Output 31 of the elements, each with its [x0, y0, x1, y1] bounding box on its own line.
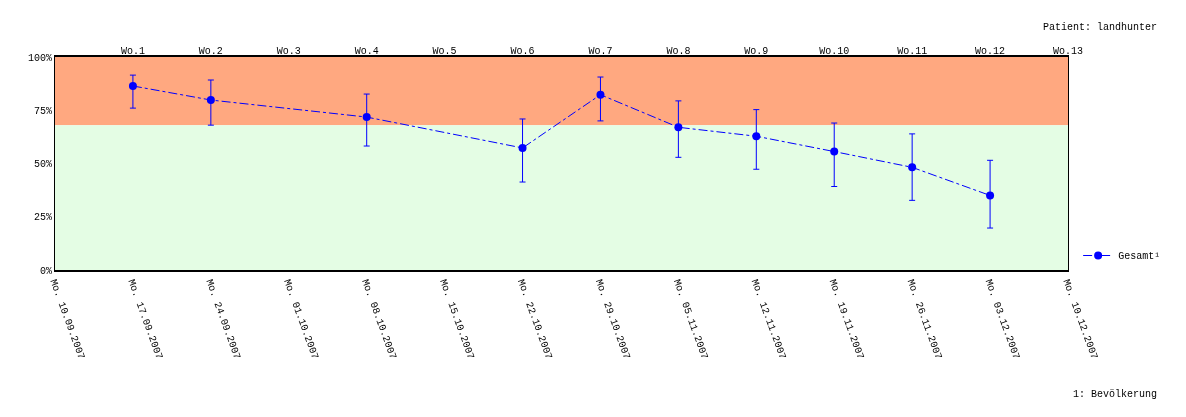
y-tick-label: 25% [33, 212, 52, 224]
y-tick-label: 100% [27, 52, 52, 64]
x2-tick-label: Wo.2 [198, 46, 223, 57]
y-tick-label: 50% [33, 159, 52, 170]
point [986, 191, 995, 200]
point [908, 163, 917, 172]
x2-tick-label: Wo.11 [897, 46, 928, 57]
x2-tick-label: Wo.8 [666, 46, 691, 57]
point [596, 90, 605, 99]
point [128, 81, 137, 90]
x2-tick-label: Wo.12 [975, 46, 1006, 57]
legend-label: Gesamt¹ [1118, 251, 1161, 263]
x2-tick-label: Wo.4 [354, 46, 379, 57]
x2-tick-label: Wo.3 [276, 46, 301, 57]
x2-tick-label: Wo.5 [432, 46, 457, 57]
y-tick-label: 75% [33, 105, 52, 117]
text: 1: Bevölkerung [1073, 389, 1158, 400]
point [830, 147, 839, 156]
x2-tick-label: Wo.7 [588, 46, 613, 57]
point [518, 143, 527, 152]
point [362, 113, 371, 122]
point [674, 123, 683, 132]
x2-tick-label: Wo.13 [1052, 46, 1084, 57]
x2-tick-label: Wo.6 [510, 46, 535, 57]
y-tick-label: 0% [39, 265, 52, 277]
x2-tick-label: Wo.1 [120, 46, 145, 57]
point [752, 132, 761, 141]
text: Patient: landhunter [1043, 22, 1158, 33]
x2-tick-label: Wo.10 [819, 46, 850, 57]
point [206, 96, 215, 105]
x2-tick-label: Wo.9 [744, 46, 769, 57]
